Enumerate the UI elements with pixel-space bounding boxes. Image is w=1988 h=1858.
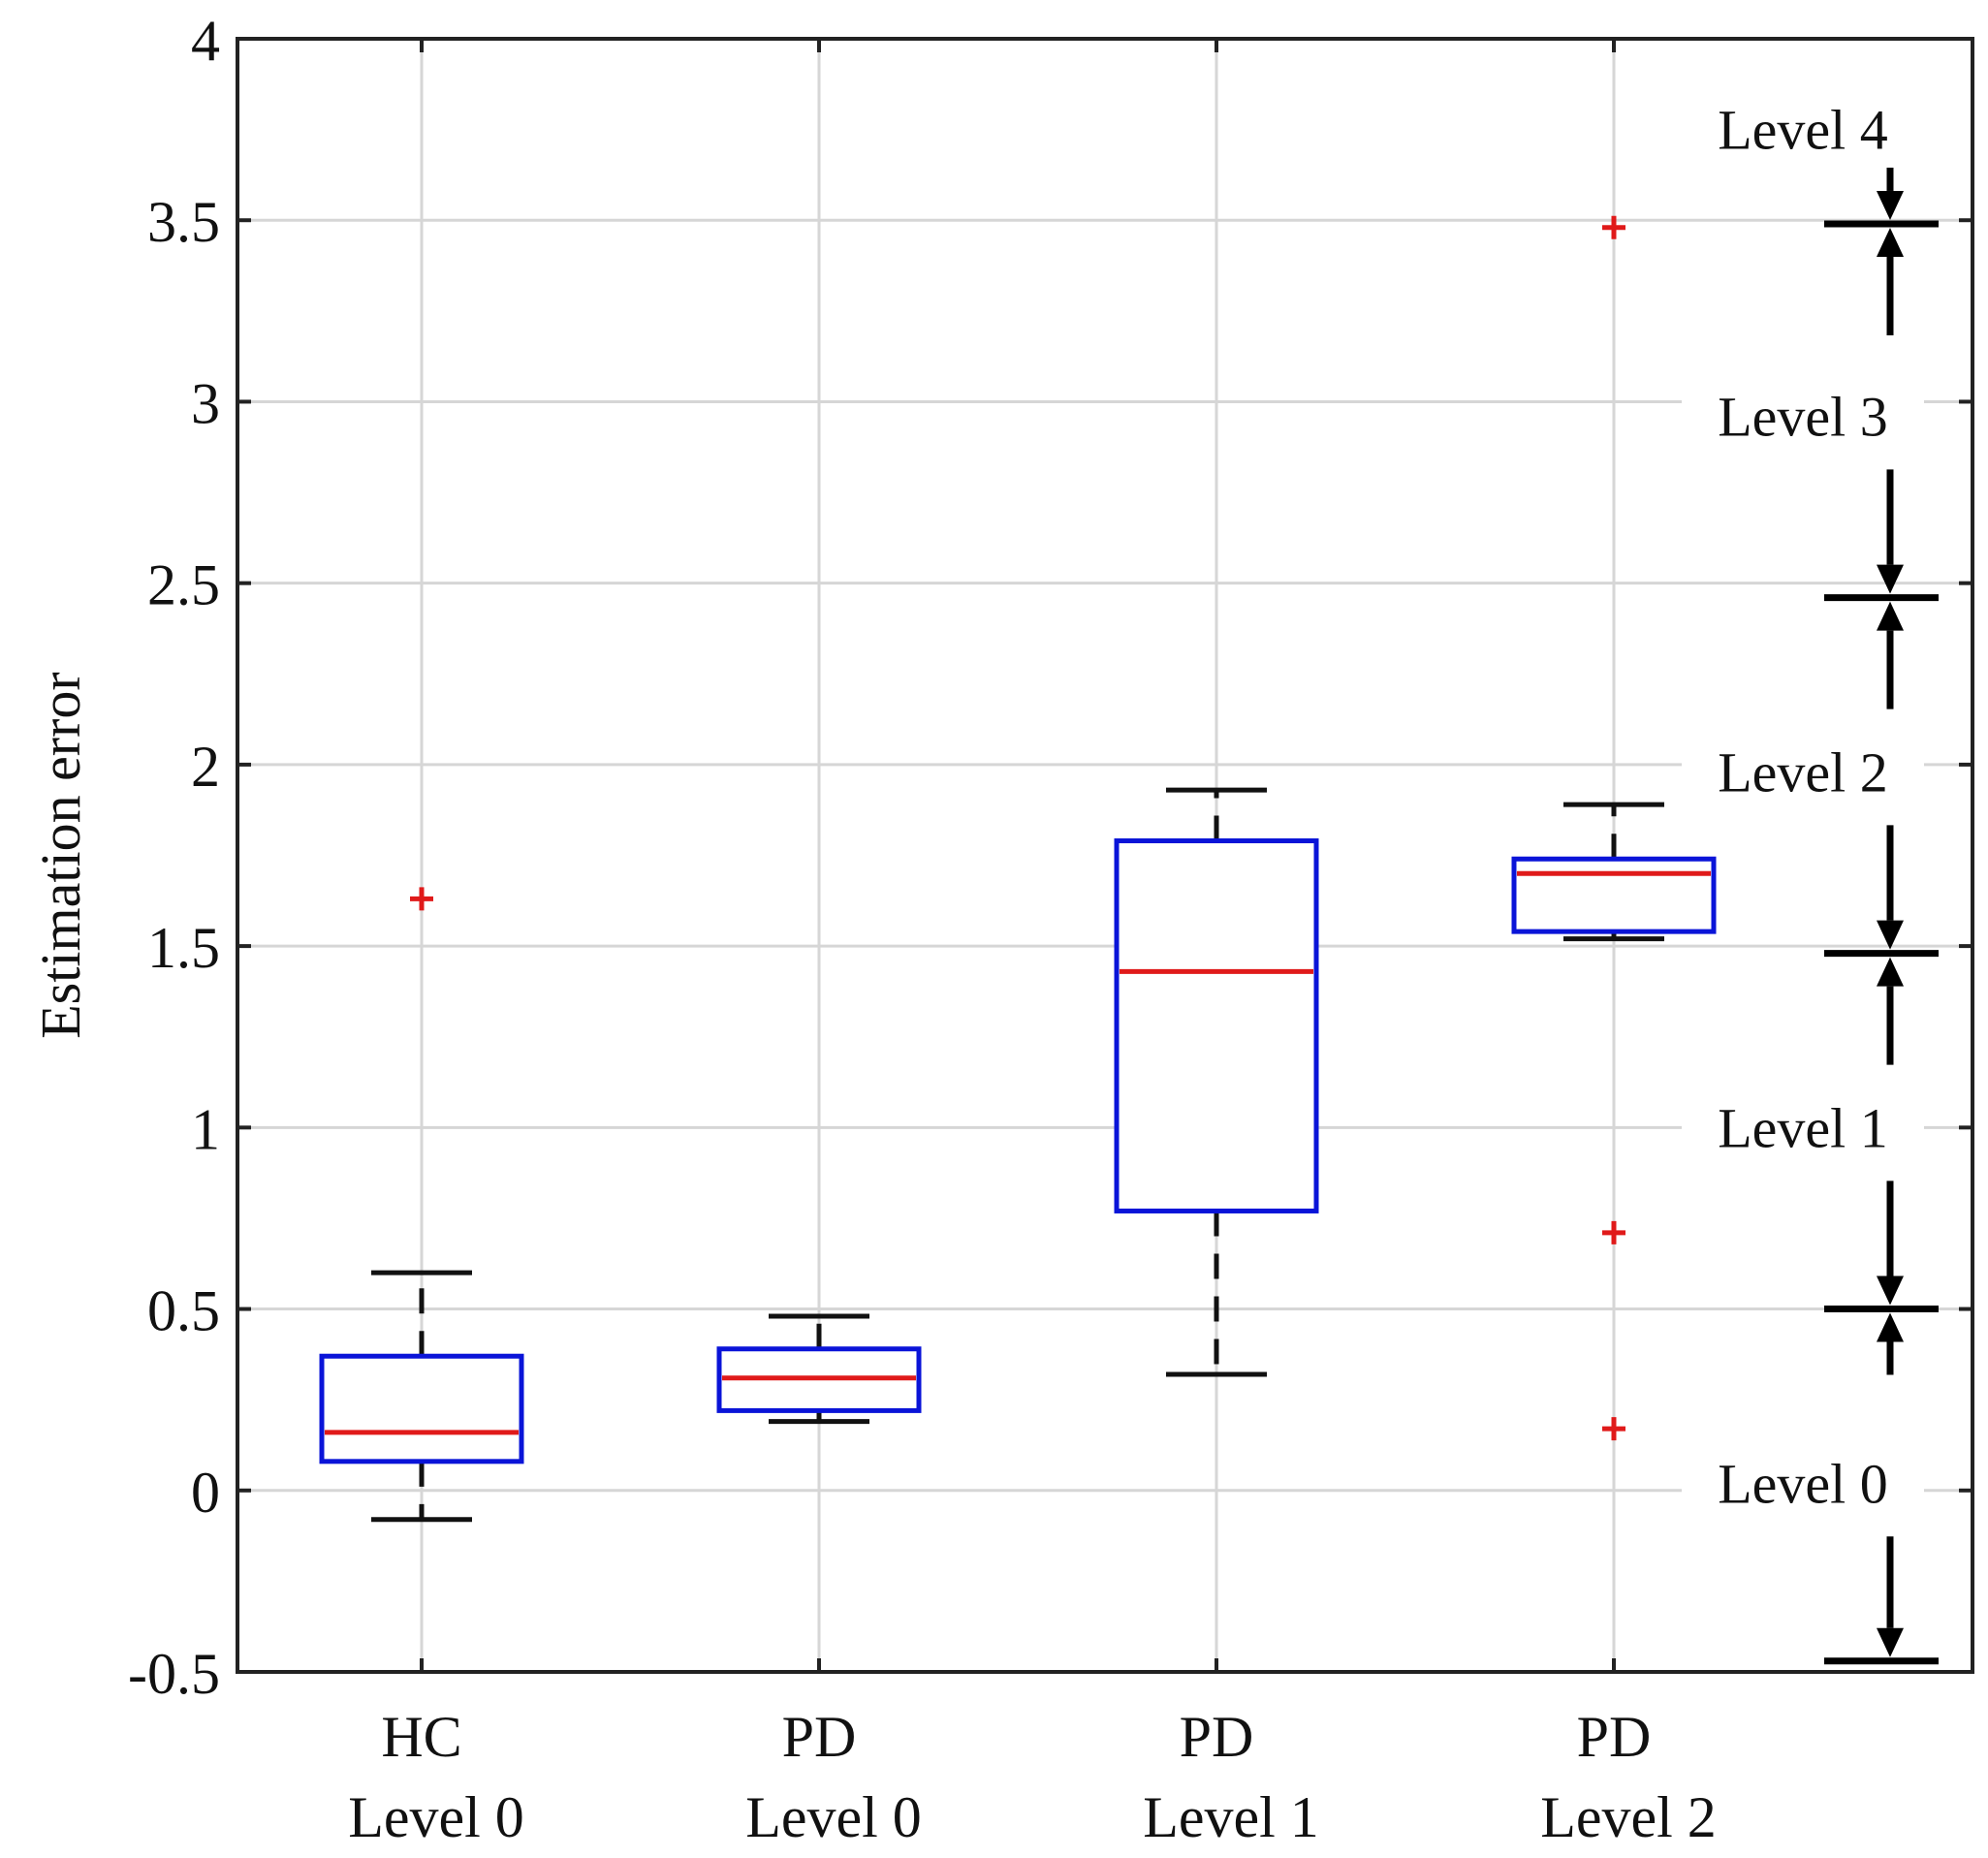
level-label-backdrop xyxy=(1682,1442,1924,1517)
x-tick-label-line1: HC xyxy=(381,1705,461,1769)
outlier-marker xyxy=(1602,1220,1625,1244)
level-label: Level 4 xyxy=(1718,99,1888,162)
y-tick-label: 2.5 xyxy=(147,553,220,617)
y-tick-label: 2 xyxy=(191,735,220,799)
x-tick-label-line2: Level 1 xyxy=(1143,1785,1319,1849)
level0-down-arrow-head xyxy=(1877,1627,1904,1657)
iqr-box xyxy=(319,1353,524,1464)
y-tick-label: 4 xyxy=(191,9,220,73)
level3-down-arrow-head xyxy=(1877,564,1904,594)
x-tick-label-line2: Level 0 xyxy=(348,1785,524,1849)
level2-up-arrow-head xyxy=(1877,601,1904,631)
box-group xyxy=(1114,787,1319,1377)
outlier-marker xyxy=(410,887,433,911)
level1-down-arrow-head xyxy=(1877,1275,1904,1306)
plot-frame xyxy=(236,37,1974,1674)
level-label-backdrop xyxy=(1682,731,1924,805)
level-label: Level 0 xyxy=(1718,1452,1888,1515)
level-label-backdrop xyxy=(1682,375,1924,450)
level3-up-arrow-head xyxy=(1877,227,1904,257)
y-axis-label: Estimation error xyxy=(29,672,92,1039)
axis-layer: -0.5 0 0.5 1 1.5 2 2.5 3 3.5 4 HC Level 0 PD Level 0 P… xyxy=(29,9,1974,1849)
y-tick-label: 3 xyxy=(191,371,220,435)
box-group xyxy=(319,887,524,1523)
level-label: Level 2 xyxy=(1718,740,1888,803)
iqr-box xyxy=(1511,856,1717,934)
x-tick-label-line2: Level 2 xyxy=(1540,1785,1717,1849)
x-tick-label-line2: Level 0 xyxy=(745,1785,922,1849)
y-tick-label: 0 xyxy=(191,1461,220,1525)
level-annotation-layer: Level 0 Level 1 Level 2 Level 3 Level 4 xyxy=(1682,88,1939,1665)
y-tick-label: -0.5 xyxy=(128,1642,220,1706)
iqr-box xyxy=(1114,838,1319,1213)
y-tick-label: 3.5 xyxy=(147,190,220,254)
outlier-marker xyxy=(1602,215,1625,239)
level0-up-arrow-head xyxy=(1877,1312,1904,1342)
level2-down-arrow-head xyxy=(1877,920,1904,950)
level1-up-arrow-head xyxy=(1877,957,1904,987)
box-group xyxy=(716,1313,922,1425)
y-tick-label: 1.5 xyxy=(147,916,220,980)
x-tick-label-line1: PD xyxy=(1577,1705,1652,1769)
level4-down-arrow-head xyxy=(1877,190,1904,220)
level-label-backdrop xyxy=(1682,88,1924,163)
y-tick-label: 0.5 xyxy=(147,1279,220,1343)
x-tick-label-line1: PD xyxy=(782,1705,857,1769)
box-group xyxy=(1511,215,1717,1441)
level-label: Level 1 xyxy=(1718,1096,1888,1159)
box-layer xyxy=(319,215,1717,1523)
level-label: Level 3 xyxy=(1718,385,1888,448)
outlier-marker xyxy=(1602,1417,1625,1441)
level-label-backdrop xyxy=(1682,1086,1924,1161)
x-tick-label-line1: PD xyxy=(1180,1705,1254,1769)
y-tick-label: 1 xyxy=(191,1097,220,1161)
